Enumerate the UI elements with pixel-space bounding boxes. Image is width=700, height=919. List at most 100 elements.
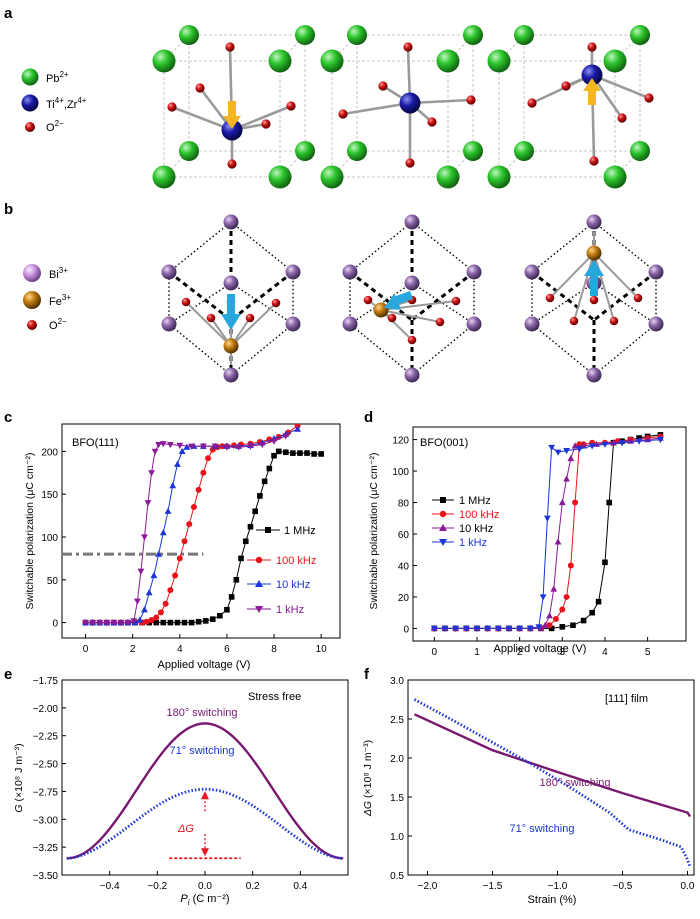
o-atom xyxy=(338,42,476,168)
x-tick-label: −0.2 xyxy=(147,881,167,892)
data-point-triangle-down xyxy=(137,568,145,575)
data-point-triangle-up xyxy=(150,571,158,579)
chart-c-plot xyxy=(62,424,324,627)
data-point-circle xyxy=(143,618,150,625)
curve-71 xyxy=(66,787,344,860)
data-point-square xyxy=(242,538,249,545)
x-tick-label: 5 xyxy=(645,647,651,658)
data-point-square xyxy=(559,624,566,630)
perovskite-cell-3 xyxy=(487,25,654,189)
pb-atom xyxy=(320,25,483,189)
x-tick-label: 0.2 xyxy=(246,881,260,892)
legend-marker-triangle-up xyxy=(255,580,263,587)
x-tick-label: 0 xyxy=(83,644,89,655)
x-tick-label: 0.4 xyxy=(293,881,307,892)
chart-f-ylabel: ΔG (×10⁸ J m⁻³) xyxy=(362,740,374,817)
y-tick-label: −3.50 xyxy=(33,871,59,882)
data-point-circle xyxy=(181,538,188,545)
data-point-square xyxy=(589,609,595,616)
delta-arrowhead-down xyxy=(201,848,209,857)
data-point-triangle-down xyxy=(223,444,231,451)
o-atom xyxy=(527,42,654,166)
panel-label-b: b xyxy=(4,201,13,218)
data-point-triangle-down xyxy=(618,440,626,447)
legend-pb-label: Pb2+ xyxy=(46,70,69,85)
panel-label-a: a xyxy=(4,5,13,22)
legend-o-label: O2− xyxy=(46,119,64,134)
data-point-square xyxy=(595,598,602,605)
x-tick-label: 2 xyxy=(130,644,136,655)
data-point-triangle-down xyxy=(103,619,111,627)
data-point-triangle-down xyxy=(110,619,118,627)
data-point-square xyxy=(181,619,188,626)
data-point-triangle-down xyxy=(635,438,643,445)
data-point-square xyxy=(238,555,244,562)
curve-180 xyxy=(66,722,344,860)
legend-ti-atom xyxy=(21,94,39,112)
series-line xyxy=(434,439,661,629)
delta-arrowhead-up xyxy=(201,791,209,800)
data-point-triangle-down xyxy=(117,619,125,627)
y-tick-label: −2.00 xyxy=(33,704,59,715)
o-atom xyxy=(545,293,643,326)
panel-a: a Pb2+ Ti4+,Zr4+ O2− xyxy=(4,5,654,189)
chart-e-plot xyxy=(66,722,344,860)
data-point-circle xyxy=(572,499,579,506)
data-point-triangle-down xyxy=(124,619,132,627)
data-point-triangle-down xyxy=(543,515,551,522)
fe-atom xyxy=(586,245,602,261)
data-point-square xyxy=(195,618,202,625)
legend-marker-circle xyxy=(255,556,263,564)
chart-f-label-180: 180° switching xyxy=(539,777,610,789)
data-point-square xyxy=(252,508,258,515)
legend-a: Pb2+ Ti4+,Zr4+ O2− xyxy=(21,68,87,134)
data-point-circle xyxy=(186,521,193,528)
data-point-triangle-down xyxy=(462,625,470,633)
data-point-triangle-down xyxy=(159,441,167,448)
chart-c-legend-1mhz: 1 MHz xyxy=(284,525,316,537)
data-point-triangle-down xyxy=(484,625,492,633)
legend-o-atom xyxy=(27,320,37,330)
data-point-triangle-down xyxy=(441,625,449,633)
legend-o-atom xyxy=(25,122,35,132)
data-point-triangle-down xyxy=(176,442,184,449)
data-point-circle xyxy=(200,469,207,476)
y-tick-label: 60 xyxy=(398,530,410,541)
legend-ti-label: Ti4+,Zr4+ xyxy=(46,96,87,111)
panel-label-e: e xyxy=(4,666,12,683)
data-point-square xyxy=(304,450,310,456)
data-point-triangle-down xyxy=(554,449,562,456)
fe-atom xyxy=(223,338,239,354)
chart-e-delta-label: ΔG xyxy=(177,823,194,835)
data-point-square xyxy=(247,523,254,530)
data-point-triangle-up xyxy=(550,585,558,592)
data-point-triangle-down xyxy=(199,443,207,450)
data-point-triangle-down xyxy=(282,433,290,440)
y-tick-label: −2.25 xyxy=(33,732,59,743)
panel-b: b Bi3+ Fe3+ O2− xyxy=(4,201,664,383)
y-tick-label: 100 xyxy=(392,467,409,478)
data-point-triangle-up xyxy=(159,529,167,536)
data-point-triangle-down xyxy=(188,443,195,450)
x-tick-label: −1.5 xyxy=(483,881,503,892)
legend-marker-triangle-down xyxy=(255,606,263,613)
y-tick-label: 80 xyxy=(398,499,410,510)
data-point-triangle-down xyxy=(235,444,243,451)
data-point-triangle-down xyxy=(130,618,138,625)
data-point-triangle-down xyxy=(144,500,152,507)
series-line xyxy=(85,450,322,624)
chart-f-annotation: [111] film xyxy=(605,693,648,705)
data-point-triangle-down xyxy=(96,619,104,627)
y-tick-label: −2.50 xyxy=(33,760,59,771)
legend-bi-atom xyxy=(23,264,41,282)
data-point-triangle-up xyxy=(174,460,181,467)
data-point-triangle-up xyxy=(294,425,301,432)
data-point-triangle-up xyxy=(546,612,553,619)
y-tick-label: 0 xyxy=(52,619,58,630)
data-point-square xyxy=(174,619,181,626)
data-point-triangle-up xyxy=(178,447,186,454)
data-point-circle xyxy=(552,615,559,622)
data-point-square xyxy=(311,451,317,457)
data-point-square xyxy=(636,435,642,441)
y-tick-label: −2.75 xyxy=(33,787,59,798)
